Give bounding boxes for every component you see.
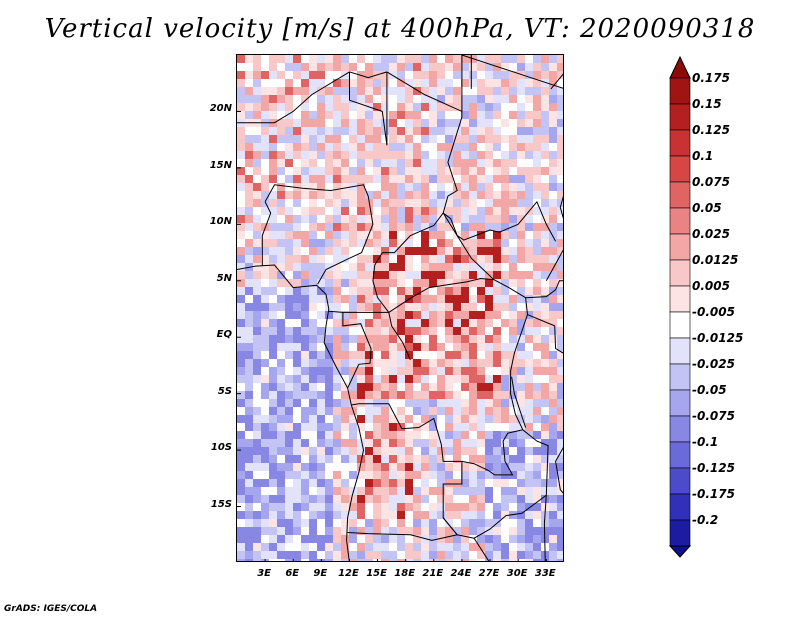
axis-tick-marks: [237, 110, 547, 561]
colorbar-segment: [669, 103, 691, 131]
colorbar-level-label: 0.05: [692, 201, 722, 215]
border-line: [473, 537, 490, 561]
colorbar: [668, 56, 692, 558]
colorbar-segment: [669, 467, 691, 495]
colorbar-level-label: -0.1: [692, 435, 719, 449]
colorbar-segment: [669, 519, 691, 547]
colorbar-segment: [669, 233, 691, 261]
lon-tick-label: 27E: [478, 568, 500, 579]
colorbar-bottom-arrow: [668, 545, 692, 558]
lat-tick-label: 5S: [217, 385, 232, 397]
chart-title: Vertical velocity [m/s] at 400hPa, VT: 2…: [44, 14, 756, 44]
colorbar-segment: [669, 181, 691, 209]
colorbar-level-label: 0.0125: [692, 253, 739, 267]
lon-tick-label: 15E: [366, 568, 387, 579]
colorbar-level-label: 0.175: [692, 71, 730, 85]
lon-tick-label: 9E: [313, 568, 328, 579]
border-line: [264, 184, 374, 285]
border-line: [545, 195, 563, 282]
colorbar-segment: [669, 415, 691, 443]
colorbar-level-label: -0.075: [692, 409, 735, 423]
lon-tick-label: 24E: [450, 568, 472, 579]
colorbar-level-label: -0.125: [692, 461, 735, 475]
lat-tick-label: 10N: [209, 216, 232, 228]
border-line: [372, 212, 496, 314]
lat-tick-label: 10S: [210, 442, 232, 454]
colorbar-segment: [669, 311, 691, 339]
colorbar-level-label: -0.2: [692, 513, 719, 527]
colorbar-level-label: -0.005: [692, 305, 735, 319]
colorbar-segment: [669, 129, 691, 157]
border-line: [555, 447, 563, 494]
border-line: [386, 55, 463, 113]
vertical-velocity-field: [237, 55, 563, 561]
border-line: [442, 111, 500, 241]
colorbar-level-label: -0.0125: [692, 331, 744, 345]
colorbar-segment: [669, 155, 691, 183]
lon-tick-label: 12E: [338, 568, 359, 579]
colorbar-segment: [669, 389, 691, 417]
velocity-shading: [237, 55, 563, 561]
colorbar-top-arrow: [669, 56, 691, 79]
colorbar-segment: [669, 363, 691, 391]
border-line: [461, 55, 563, 89]
lon-tick-label: 18E: [394, 568, 416, 579]
colorbar-level-label: 0.025: [692, 227, 730, 241]
border-line: [237, 264, 365, 561]
colorbar-segment: [669, 285, 691, 313]
grads-credit: GrADS: IGES/COLA: [4, 604, 98, 614]
colorbar-segment: [669, 259, 691, 287]
lon-tick-label: 3E: [257, 568, 271, 579]
border-line: [349, 71, 388, 146]
border-line: [543, 495, 547, 561]
border-line: [525, 280, 563, 299]
colorbar-segment: [669, 441, 691, 469]
colorbar-level-label: -0.05: [692, 383, 727, 397]
border-line: [237, 71, 388, 124]
border-line: [342, 312, 372, 389]
lat-tick-label: 5N: [216, 272, 232, 284]
colorbar-level-label: -0.175: [692, 487, 735, 501]
colorbar-segment: [669, 337, 691, 365]
colorbar-level-label: 0.075: [692, 175, 730, 189]
lon-tick-label: 21E: [422, 568, 444, 579]
border-line: [499, 200, 557, 242]
lon-tick-label: 33E: [534, 568, 556, 579]
map-plot-area: [236, 54, 564, 562]
lat-tick-label: 15S: [210, 498, 232, 510]
border-line: [527, 314, 563, 354]
border-line: [261, 201, 272, 267]
border-line: [442, 429, 549, 539]
border-line: [550, 73, 563, 90]
country-borders: [237, 55, 563, 561]
colorbar-level-label: 0.1: [692, 149, 714, 163]
lon-tick-label: 30E: [506, 568, 528, 579]
colorbar-segment: [669, 493, 691, 521]
colorbar-segment: [669, 77, 691, 105]
lat-tick-label: 20N: [209, 103, 232, 115]
colorbar-segment: [669, 207, 691, 235]
lat-tick-label: EQ: [216, 329, 232, 341]
colorbar-level-label: 0.005: [692, 279, 730, 293]
colorbar-level-label: 0.125: [692, 123, 730, 137]
colorbar-level-label: 0.15: [692, 97, 722, 111]
lat-tick-label: 15N: [209, 159, 232, 171]
lon-tick-label: 6E: [285, 568, 300, 579]
colorbar-level-label: -0.025: [692, 357, 735, 371]
border-line: [511, 376, 527, 428]
